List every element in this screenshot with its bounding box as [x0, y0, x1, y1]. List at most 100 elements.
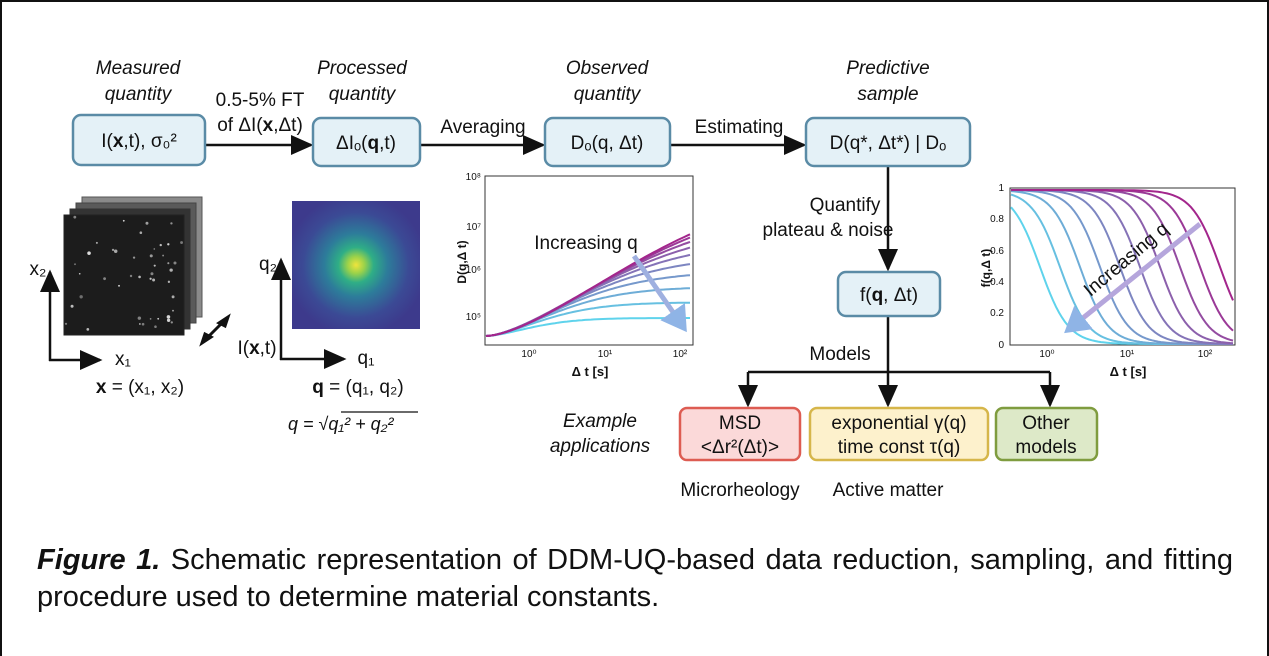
- box-label: Other: [1022, 413, 1070, 434]
- speckle: [150, 272, 153, 275]
- label: applications: [550, 436, 651, 457]
- box-label: I(x,t), σ₀²: [101, 131, 177, 152]
- speckle: [162, 255, 164, 257]
- tick-label: 0.8: [990, 214, 1004, 225]
- axis-label: x₁: [115, 349, 131, 370]
- speckle: [172, 310, 174, 312]
- plot: [485, 176, 693, 345]
- page: Measured quantity Processed quantity Obs…: [0, 0, 1269, 656]
- speckle: [73, 216, 76, 219]
- equation: q = (q₁, q₂): [312, 377, 403, 398]
- t: , Δt): [883, 285, 918, 306]
- speckle: [114, 249, 117, 252]
- box-label: Dₒ(q, Δt): [571, 133, 644, 154]
- t: f(: [860, 285, 872, 306]
- tick-label: 10⁸: [466, 172, 481, 183]
- axis-label: q₂: [259, 254, 277, 275]
- x-axis-label: Δ t [s]: [572, 364, 609, 379]
- speckle: [167, 315, 171, 319]
- t: = (x₁, x₂): [106, 377, 184, 398]
- edge-label: Quantify: [810, 195, 881, 216]
- speckle: [112, 249, 114, 251]
- speckle: [152, 278, 155, 281]
- speckle: [154, 265, 156, 267]
- speckle: [180, 241, 183, 244]
- t: q₁² + q₂²: [328, 414, 394, 434]
- t: I(: [237, 338, 249, 359]
- speckle: [153, 248, 155, 250]
- tick-label: 10¹: [1120, 349, 1135, 360]
- label: Measured: [96, 58, 182, 79]
- t: ,t): [379, 133, 396, 154]
- label: Example: [563, 411, 637, 432]
- x-axis-label: Δ t [s]: [1110, 364, 1147, 379]
- t: = (q₁, q₂): [324, 377, 404, 398]
- speckle: [150, 318, 152, 320]
- frame-image: [64, 215, 184, 335]
- label: Processed: [317, 58, 408, 79]
- double-arrow: [202, 317, 228, 343]
- speckle: [160, 244, 162, 246]
- speckle: [133, 257, 135, 259]
- speckle: [123, 220, 125, 222]
- caption: Figure 1. Schematic representation of DD…: [37, 542, 1233, 616]
- formula: q = √q₁² + q₂²: [288, 414, 394, 434]
- t: x: [249, 338, 260, 359]
- speckle: [167, 262, 169, 264]
- speckle: [139, 323, 141, 325]
- edge-labels: 0.5-5% FT of ΔI(x,Δt) Averaging Estimati…: [216, 90, 784, 138]
- label: sample: [857, 84, 918, 105]
- equation: x = (x₁, x₂): [96, 377, 184, 398]
- edge-label: Averaging: [440, 117, 525, 138]
- tick-label: 0.2: [990, 308, 1004, 319]
- box-label: time const τ(q): [838, 437, 961, 458]
- box-label: <Δr²(Δt)>: [701, 437, 779, 458]
- image-stack: [64, 197, 202, 335]
- fft-image: [292, 201, 420, 329]
- t: q: [872, 285, 884, 306]
- t: x: [96, 377, 107, 398]
- label: Predictive: [846, 58, 929, 79]
- speckle: [167, 319, 170, 322]
- box-label: exponential γ(q): [831, 413, 966, 434]
- annotation: Increasing q: [534, 233, 638, 254]
- t: x: [113, 131, 124, 152]
- speckle: [65, 323, 67, 325]
- speckle: [140, 231, 143, 234]
- box-label: f(q, Δt): [860, 285, 918, 306]
- tick-label: 10⁰: [1039, 349, 1054, 360]
- speckle: [172, 295, 175, 298]
- edge-label: Models: [809, 344, 870, 365]
- speckle: [103, 277, 106, 280]
- speckle: [145, 222, 148, 225]
- speckle: [138, 276, 141, 279]
- box-label: D(q*, Δt*) | Dₒ: [830, 133, 947, 154]
- speckle: [154, 325, 157, 328]
- y-axis-label: f(q,Δ t): [979, 249, 993, 288]
- t: q = √: [288, 414, 329, 434]
- speckle: [167, 243, 169, 245]
- speckle: [79, 273, 81, 275]
- t: ,Δt): [273, 115, 303, 136]
- box-label: ΔIₒ(q,t): [336, 133, 396, 154]
- label: Active matter: [833, 480, 945, 501]
- speckle: [171, 321, 173, 323]
- speckle: [87, 251, 91, 255]
- box-label: MSD: [719, 413, 761, 434]
- tick-label: 0: [998, 340, 1004, 351]
- t: ,t): [260, 338, 277, 359]
- t: q: [367, 133, 379, 154]
- speckle: [130, 275, 132, 277]
- speckle: [149, 278, 151, 280]
- speckle: [157, 318, 159, 320]
- t: q: [312, 377, 324, 398]
- speckle: [150, 254, 153, 257]
- t: ,t), σ₀²: [123, 131, 176, 152]
- tick-label: 10⁵: [466, 312, 481, 323]
- tick-label: 10⁷: [466, 222, 481, 233]
- tick-label: 10²: [1198, 349, 1213, 360]
- speckle: [138, 316, 141, 319]
- t: I(: [101, 131, 113, 152]
- edge-label: 0.5-5% FT: [216, 90, 305, 111]
- label: Microrheology: [680, 480, 800, 501]
